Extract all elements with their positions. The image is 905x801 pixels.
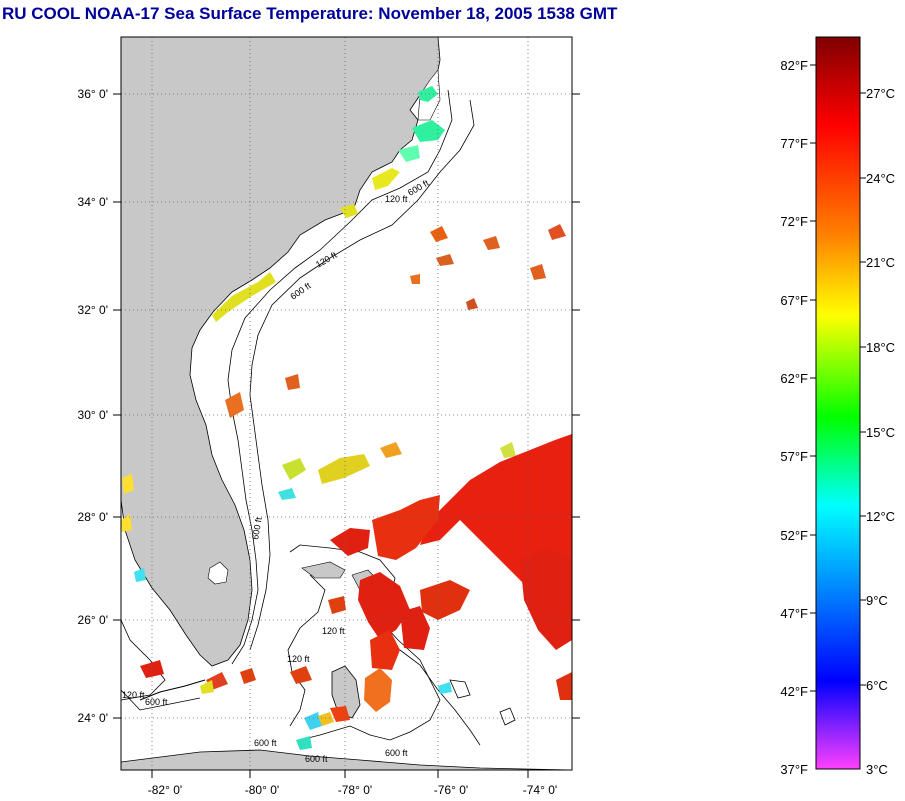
cb-f-label: 37°F — [780, 762, 808, 777]
cb-f-label: 47°F — [780, 606, 808, 621]
cb-c-label: 21°C — [866, 255, 895, 270]
lake-okeechobee — [207, 561, 229, 585]
contour-label: 600 ft — [250, 516, 264, 540]
lat-label-32: 32° 0' — [78, 303, 108, 317]
longitude-labels: -82° 0' -80° 0' -78° 0' -76° 0' -74° 0' — [148, 783, 557, 797]
axis-ticks — [113, 93, 580, 778]
contour-label: 120 ft — [385, 194, 408, 204]
contour-label: 600 ft — [305, 754, 328, 764]
cb-f-label: 77°F — [780, 136, 808, 151]
lat-label-36: 36° 0' — [78, 87, 108, 101]
lat-label-26: 26° 0' — [78, 613, 108, 627]
latitude-labels: 36° 0' 34° 0' 32° 0' 30° 0' 28° 0' 26° 0… — [78, 87, 108, 725]
lat-label-24: 24° 0' — [78, 711, 108, 725]
contour-label: 120 ft — [122, 690, 145, 700]
contour-label: 120 ft — [322, 626, 345, 636]
cb-c-label: 18°C — [866, 340, 895, 355]
lon-label-80: -80° 0' — [245, 783, 279, 797]
cb-f-label: 57°F — [780, 449, 808, 464]
cb-c-label: 12°C — [866, 509, 895, 524]
cb-f-label: 72°F — [780, 214, 808, 229]
lon-label-78: -78° 0' — [338, 783, 372, 797]
colorbar: 82°F 77°F 72°F 67°F 62°F 57°F 52°F 47°F … — [780, 36, 895, 777]
sst-data-patches — [121, 86, 572, 750]
land-mainland — [121, 37, 441, 667]
cb-c-label: 27°C — [866, 86, 895, 101]
lon-label-82: -82° 0' — [148, 783, 182, 797]
contour-label: 120 ft — [287, 654, 310, 664]
land-cuba — [121, 749, 572, 770]
land-grand-bahama — [301, 561, 346, 579]
cb-c-label: 9°C — [866, 593, 888, 608]
colorbar-gradient — [815, 36, 861, 770]
map-area: 120 ft 600 ft 120 ft 600 ft 600 ft 120 f… — [121, 37, 572, 770]
map-title: RU COOL NOAA-17 Sea Surface Temperature:… — [2, 4, 618, 23]
contour-label: 600 ft — [145, 697, 168, 707]
lat-label-30: 30° 0' — [78, 408, 108, 422]
contour-label: 600 ft — [254, 738, 277, 748]
cb-f-label: 42°F — [780, 684, 808, 699]
lon-label-74: -74° 0' — [523, 783, 557, 797]
lat-label-34: 34° 0' — [78, 195, 108, 209]
cb-c-label: 15°C — [866, 425, 895, 440]
cb-f-label: 67°F — [780, 293, 808, 308]
map-frame — [120, 36, 573, 771]
florida-keys — [139, 679, 206, 701]
land-andros — [331, 665, 361, 719]
cb-f-label: 52°F — [780, 528, 808, 543]
lat-label-28: 28° 0' — [78, 510, 108, 524]
cb-f-label: 82°F — [780, 58, 808, 73]
cb-c-label: 6°C — [866, 678, 888, 693]
cb-c-label: 24°C — [866, 171, 895, 186]
cb-f-label: 62°F — [780, 371, 808, 386]
contour-label: 600 ft — [385, 748, 408, 758]
lon-label-76: -76° 0' — [434, 783, 468, 797]
cb-c-label: 3°C — [866, 762, 888, 777]
